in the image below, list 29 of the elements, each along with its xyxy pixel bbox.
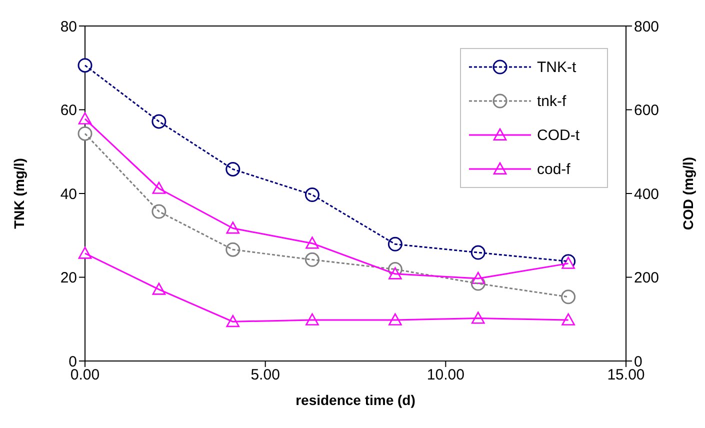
- y-tick-label: 80: [60, 18, 77, 36]
- x-tick-label: 5.00: [250, 366, 280, 384]
- point: [78, 126, 92, 141]
- point: [304, 252, 320, 267]
- y-tick-label: 40: [60, 186, 77, 203]
- x-axis-title: residence time (d): [296, 392, 416, 408]
- point: [152, 204, 166, 219]
- point: [562, 313, 575, 326]
- point: [561, 290, 576, 304]
- y2-tick-label: 400: [634, 186, 660, 203]
- legend-label: COD-t: [537, 126, 580, 144]
- point: [388, 236, 402, 252]
- legend-label: cod-f: [537, 160, 570, 178]
- point: [152, 114, 166, 129]
- point: [304, 188, 320, 202]
- legend-label: tnk-f: [537, 92, 566, 110]
- y2-axis-title: COD (mg/l): [680, 156, 696, 230]
- y-axis-title: TNK (mg/l): [10, 158, 27, 229]
- point: [226, 162, 240, 176]
- legend-label: TNK-t: [537, 58, 576, 76]
- point: [226, 242, 240, 257]
- x-tick-label: 10.00: [426, 366, 464, 384]
- y2-tick-label: 200: [634, 270, 660, 287]
- y-tick-label: 20: [60, 270, 77, 287]
- point: [470, 245, 486, 260]
- point: [78, 58, 92, 73]
- y-tick-label: 60: [60, 102, 77, 120]
- y2-tick-label: 600: [634, 102, 660, 120]
- y2-tick-label: 800: [634, 18, 660, 36]
